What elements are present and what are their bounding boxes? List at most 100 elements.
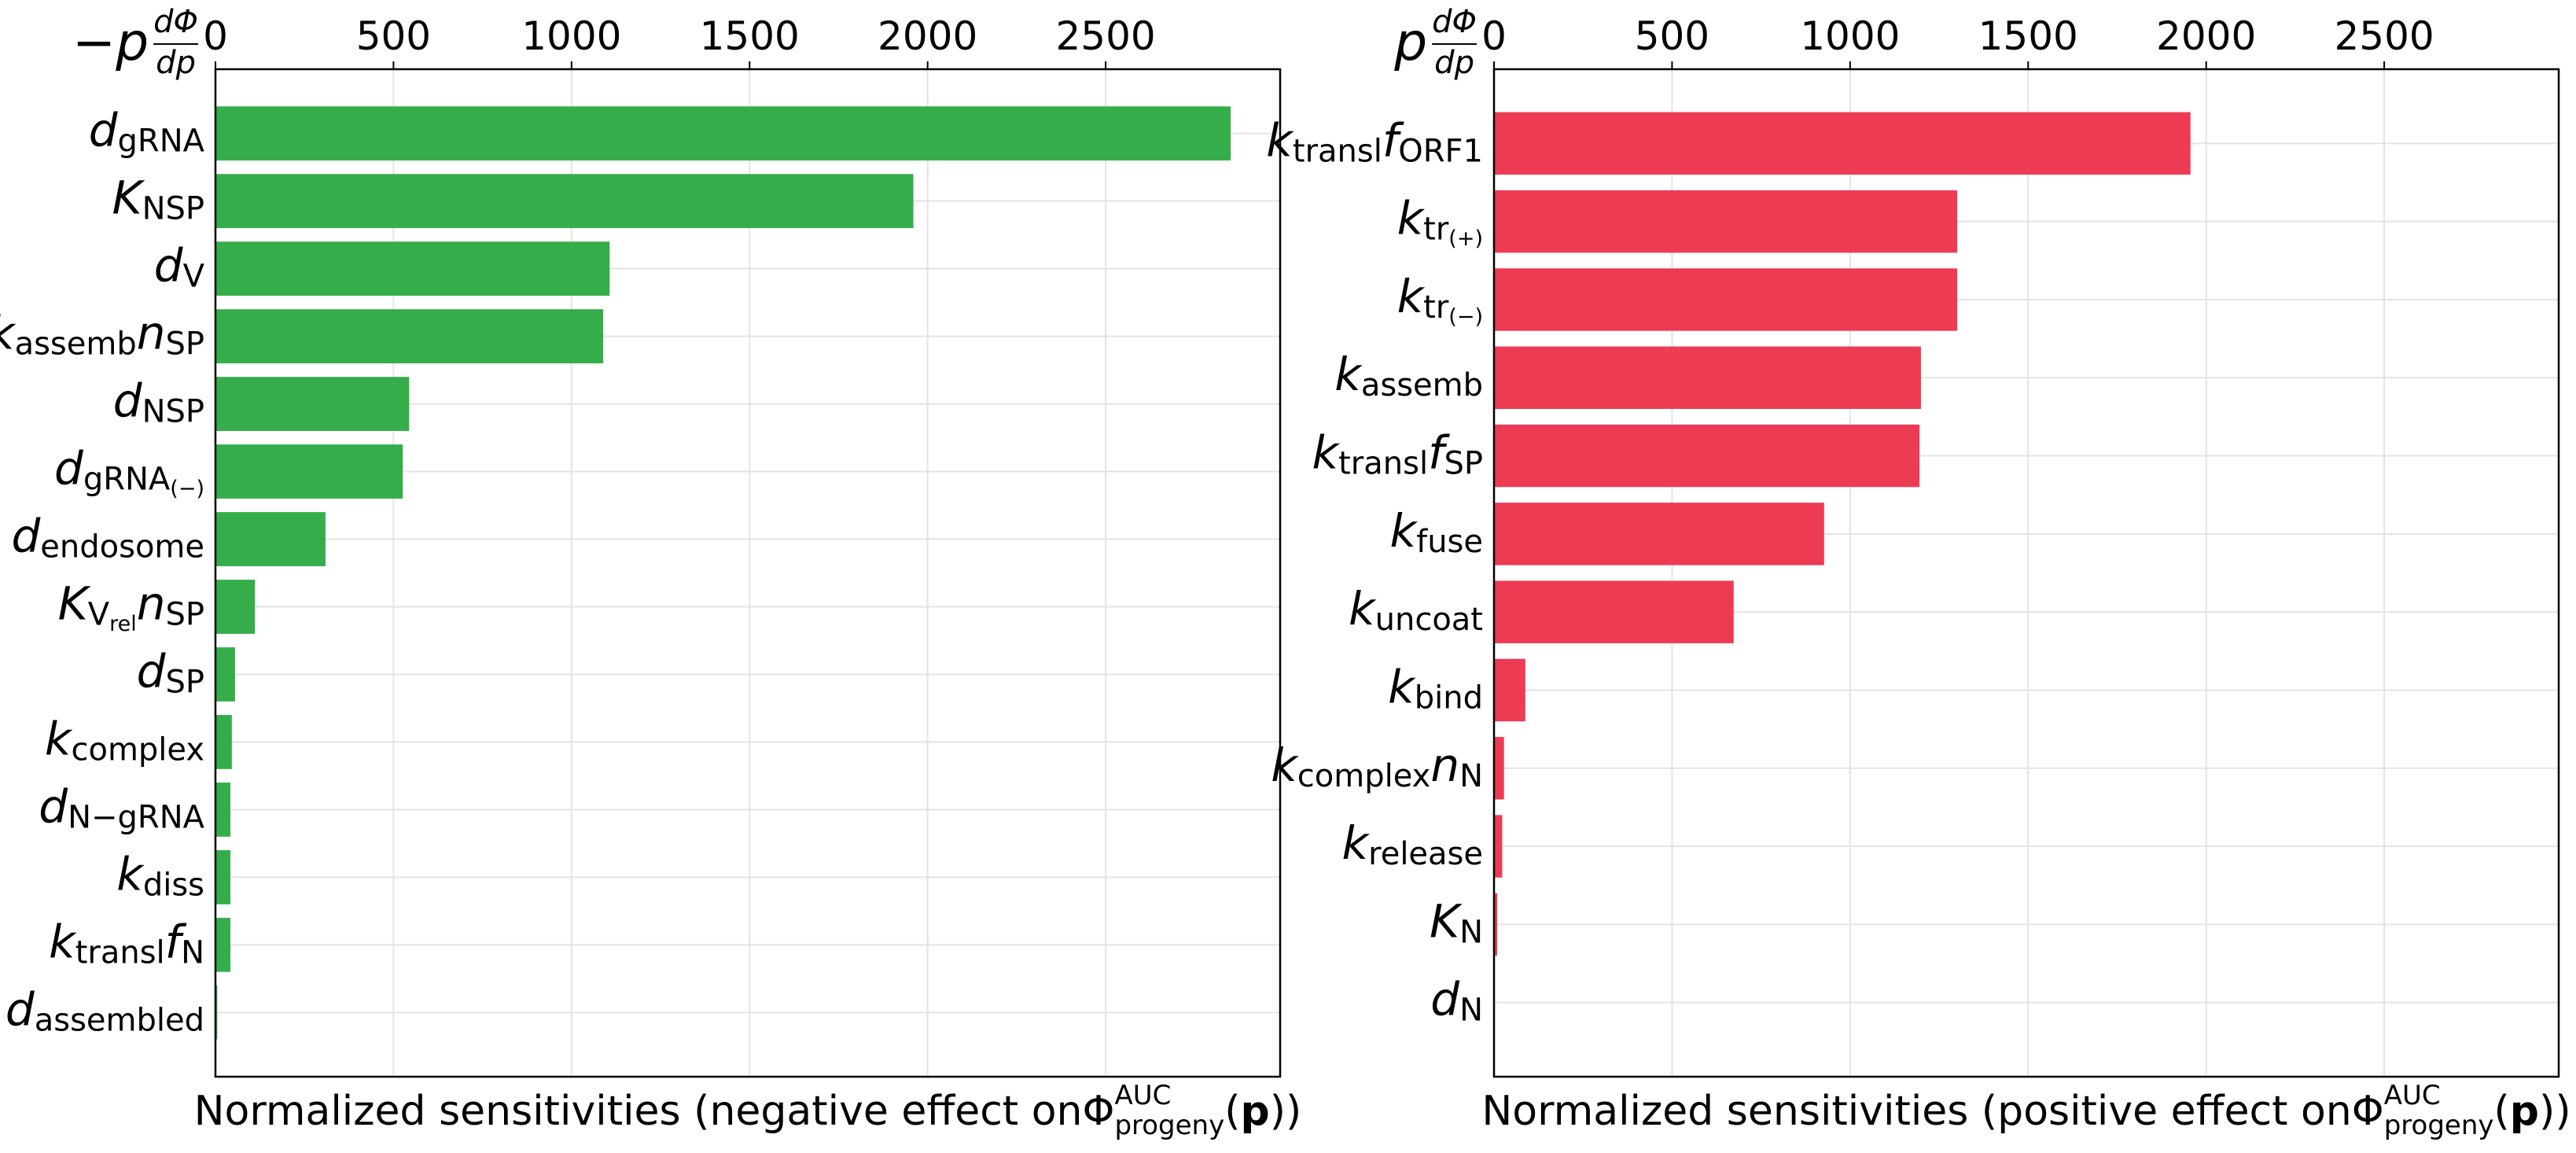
category-subscript: (+) xyxy=(1448,227,1483,251)
bar xyxy=(215,512,326,566)
category-symbol: k xyxy=(0,307,17,360)
category-symbol: d xyxy=(154,239,184,293)
category-symbol: K xyxy=(112,171,145,225)
bar xyxy=(215,377,410,431)
category-subscript: (−) xyxy=(170,477,204,501)
category-subscript: diss xyxy=(143,867,204,903)
corner-numerator: dΦ xyxy=(153,4,198,40)
label-part: Φ xyxy=(1083,1088,1115,1135)
label-part: )) xyxy=(2539,1088,2571,1135)
bar xyxy=(215,647,235,702)
category-symbol: d xyxy=(89,104,119,157)
category-subscript: bind xyxy=(1415,680,1483,716)
category-subscript: release xyxy=(1368,836,1483,872)
category-subscript: SP xyxy=(165,326,204,363)
category-symbol: k xyxy=(1397,270,1426,323)
label-part: AUC xyxy=(1114,1080,1171,1111)
x-axis-label: Normalized sensitivities (positive effec… xyxy=(1481,1080,2570,1141)
y-tick-label: k complex n N xyxy=(1271,739,1483,794)
bar xyxy=(1494,815,1503,878)
label-part: ( xyxy=(2494,1088,2510,1135)
category-subscript: complex xyxy=(1297,758,1431,794)
bar xyxy=(215,309,604,363)
category-subscript: N xyxy=(1459,758,1483,794)
y-tick-label: d gRNA (−) xyxy=(54,442,204,502)
category-subscript: gRNA xyxy=(118,123,205,160)
y-tick-label: d N−gRNA xyxy=(39,779,204,835)
category-subscript: SP xyxy=(165,664,204,700)
bar xyxy=(215,241,610,297)
bar xyxy=(1494,580,1734,643)
category-symbol: k xyxy=(45,712,73,765)
corner-label: −p dΦ dp xyxy=(72,4,198,81)
category-symbol: k xyxy=(1334,348,1363,401)
category-subscript: tr xyxy=(1423,212,1449,248)
label-part: progeny xyxy=(2384,1110,2494,1141)
corner-prefix: −p xyxy=(72,13,149,73)
y-tick-label: k assemb xyxy=(1334,348,1483,403)
corner-denominator: dp xyxy=(1434,45,1474,81)
category-symbol: k xyxy=(1266,113,1294,167)
category-subscript: NSP xyxy=(142,191,204,227)
category-symbol: k xyxy=(1388,660,1416,713)
x-axis-label: Normalized sensitivities (negative effec… xyxy=(194,1080,1302,1141)
category-subscript: V xyxy=(183,259,205,295)
y-tick-label: k bind xyxy=(1388,660,1483,716)
y-tick-label: K NSP xyxy=(112,171,204,227)
category-symbol: d xyxy=(6,982,35,1036)
category-subscript: V xyxy=(88,596,110,632)
bar xyxy=(215,783,231,837)
y-tick-label: k transl f ORF1 xyxy=(1266,113,1483,169)
category-subscript: complex xyxy=(71,731,204,768)
x-tick-label: 2500 xyxy=(1055,13,1155,59)
category-subscript: NSP xyxy=(142,394,204,430)
bar xyxy=(215,444,403,499)
bar xyxy=(1494,503,1824,565)
bar xyxy=(1494,190,1958,253)
y-tick-label: k release xyxy=(1342,816,1483,872)
category-subscript: fuse xyxy=(1416,524,1483,560)
category-symbol: d xyxy=(137,644,167,698)
category-subscript: endosome xyxy=(40,529,204,565)
corner-denominator: dp xyxy=(156,45,196,81)
y-tick-label: k complex xyxy=(45,712,204,768)
category-subscript: gRNA xyxy=(83,462,171,498)
y-tick-label: k uncoat xyxy=(1349,582,1483,638)
y-tick-label: k tr (+) xyxy=(1397,192,1483,252)
category-symbol: K xyxy=(58,576,91,630)
label-part: AUC xyxy=(2384,1080,2441,1111)
label-part: Φ xyxy=(2352,1088,2384,1135)
x-tick-label: 0 xyxy=(203,13,228,59)
bar xyxy=(215,580,256,634)
category-symbol: k xyxy=(1390,504,1419,558)
category-symbol: d xyxy=(1430,973,1460,1026)
label-part: )) xyxy=(1270,1088,1302,1135)
category-subscript: assemb xyxy=(15,326,137,363)
y-tick-label: d NSP xyxy=(113,374,204,430)
bar xyxy=(215,106,1231,161)
axes-frame xyxy=(1492,68,2560,1078)
category-subscript: (−) xyxy=(1448,304,1483,329)
bar xyxy=(1494,112,2191,175)
category-subscript: transl xyxy=(75,934,165,971)
bar xyxy=(1494,658,1525,722)
category-symbol: k xyxy=(116,847,145,901)
category-symbol: k xyxy=(1271,739,1299,792)
bar xyxy=(1494,737,1504,800)
y-tick-label: d endosome xyxy=(11,510,204,565)
category-subscript: assembled xyxy=(35,1002,204,1038)
category-subscript: N xyxy=(1459,993,1483,1029)
y-tick-label: kassembnSP xyxy=(0,307,204,363)
label-part: progeny xyxy=(1114,1110,1224,1141)
category-subscript: ORF1 xyxy=(1398,133,1483,169)
label-part: ( xyxy=(1224,1088,1240,1135)
category-symbol: d xyxy=(11,510,41,563)
x-tick-label: 1000 xyxy=(521,13,621,59)
category-subscript: N xyxy=(181,934,204,971)
bar xyxy=(215,174,914,229)
label-part: Normalized sensitivities (positive effec… xyxy=(1481,1088,2351,1135)
